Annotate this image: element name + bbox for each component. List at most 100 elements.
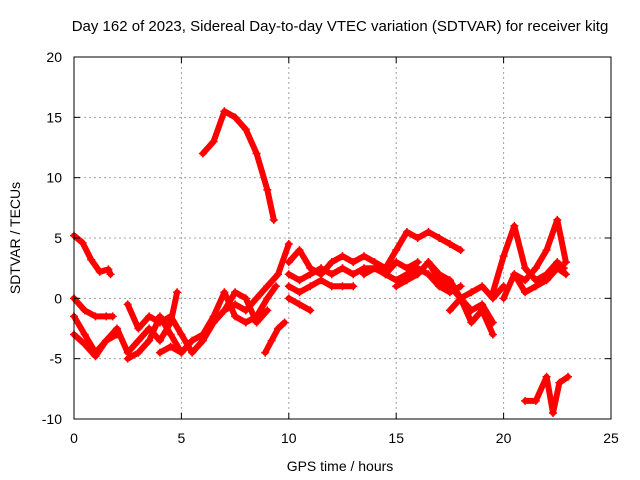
y-axis-label: SDTVAR / TECUs (7, 182, 23, 294)
data-point (145, 336, 154, 345)
series-trace (124, 313, 185, 362)
data-point (106, 270, 115, 279)
data-point (284, 270, 293, 279)
data-point (231, 288, 240, 297)
data-point (220, 107, 229, 116)
data-point (338, 282, 347, 291)
data-point (553, 264, 562, 273)
data-point (564, 372, 573, 381)
data-point (231, 113, 240, 122)
data-point (295, 276, 304, 285)
data-point (392, 282, 401, 291)
data-point (166, 312, 175, 321)
data-point (166, 342, 175, 351)
data-point (134, 336, 143, 345)
data-point (338, 264, 347, 273)
series-arc9 (220, 288, 272, 327)
data-point (198, 330, 207, 339)
data-point (510, 221, 519, 230)
data-point (188, 348, 197, 357)
y-tick-label: 15 (46, 109, 62, 125)
data-point (499, 294, 508, 303)
data-point (155, 348, 164, 357)
data-point (561, 270, 570, 279)
data-point (274, 270, 283, 279)
data-point (241, 125, 250, 134)
data-point (155, 336, 164, 345)
series-trace (361, 265, 464, 296)
data-point (424, 227, 433, 236)
data-point (263, 294, 272, 303)
x-tick-label: 15 (388, 430, 404, 446)
data-point (274, 324, 283, 333)
y-tick-label: 20 (46, 49, 62, 65)
data-point (220, 306, 229, 315)
x-tick-label: 25 (603, 430, 619, 446)
data-point (317, 264, 326, 273)
series-arc1 (70, 231, 115, 279)
data-point (295, 246, 304, 255)
data-point (488, 288, 497, 297)
chart-title: Day 162 of 2023, Sidereal Day-to-day VTE… (72, 18, 609, 35)
data-point (295, 300, 304, 309)
data-point (104, 265, 113, 274)
data-point (267, 336, 276, 345)
data-point (123, 354, 132, 363)
x-tick-label: 0 (70, 430, 78, 446)
series-arc23 (521, 372, 573, 417)
data-point (521, 288, 530, 297)
data-point (252, 318, 261, 327)
data-point (306, 282, 315, 291)
data-series (70, 107, 573, 417)
data-point (549, 408, 558, 417)
plot-frame (73, 56, 612, 420)
data-point (445, 276, 454, 285)
data-point (80, 306, 89, 315)
series-arc16 (359, 264, 465, 297)
y-tick-label: -5 (50, 351, 63, 367)
data-point (155, 318, 164, 327)
data-point (252, 294, 261, 303)
x-tick-label: 5 (178, 430, 186, 446)
data-point (413, 234, 422, 242)
data-point (261, 348, 270, 357)
series-arc14 (284, 276, 358, 297)
data-point (349, 258, 358, 267)
data-point (271, 282, 280, 291)
data-point (531, 264, 540, 273)
data-point (87, 255, 96, 264)
data-point (198, 149, 207, 158)
x-tick-label: 20 (496, 430, 512, 446)
data-point (173, 288, 182, 297)
data-point (349, 282, 358, 291)
data-point (134, 348, 143, 357)
data-point (445, 306, 454, 315)
data-point (456, 246, 465, 255)
data-point (295, 288, 304, 297)
series-arc4 (70, 330, 121, 361)
data-point (284, 282, 293, 291)
data-point (327, 258, 336, 267)
series-arc15 (284, 294, 315, 315)
data-point (252, 149, 261, 158)
data-point (381, 270, 390, 279)
data-point (231, 312, 240, 321)
data-point (542, 276, 551, 285)
data-point (392, 258, 401, 267)
data-point (402, 227, 411, 236)
data-point (456, 282, 465, 291)
series-arc10 (198, 107, 278, 224)
data-point (263, 306, 272, 315)
data-point (413, 270, 422, 279)
series-trace (446, 295, 496, 338)
data-point (188, 336, 197, 345)
data-point (209, 312, 218, 321)
y-tick-label: 5 (54, 230, 62, 246)
data-point (80, 340, 89, 349)
data-point (123, 300, 132, 309)
series-trace (511, 216, 569, 284)
data-point (359, 270, 368, 279)
data-point (445, 240, 454, 249)
data-point (478, 306, 487, 315)
grid-lines (74, 57, 611, 419)
